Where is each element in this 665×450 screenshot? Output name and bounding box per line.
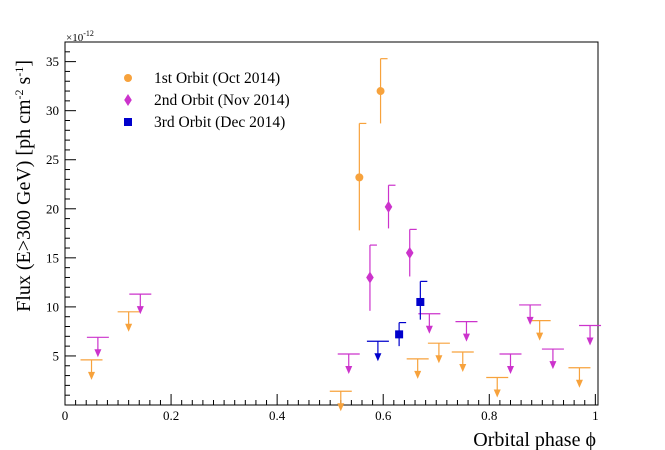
y-tick-label: 15: [46, 250, 59, 265]
upper-limit-arrow: [136, 306, 144, 315]
legend-entry: 3rd Orbit (Dec 2014): [124, 114, 285, 131]
upper-limit-arrow: [506, 365, 514, 374]
legend: 1st Orbit (Oct 2014) 2nd Orbit (Nov 2014)…: [124, 70, 290, 131]
legend-label: 2nd Orbit (Nov 2014): [154, 92, 290, 109]
upper-limit-arrow: [94, 349, 102, 358]
upper-limit-arrow: [425, 325, 433, 334]
upper-limit-arrow: [575, 379, 583, 388]
legend-label: 3rd Orbit (Dec 2014): [154, 114, 285, 131]
y-axis-title: Flux (E>300 GeV) [ph cm-2 s-1]: [12, 60, 35, 312]
upper-limit-arrow: [462, 333, 470, 342]
plot-frame: [64, 41, 599, 406]
legend-entry: 1st Orbit (Oct 2014): [124, 70, 280, 87]
y-axis-multiplier: ×10-12: [66, 29, 94, 44]
data-point: [355, 173, 364, 182]
x-tick-label: 0.2: [163, 408, 179, 423]
legend-marker: [124, 74, 132, 82]
legend-entry: 2nd Orbit (Nov 2014): [124, 92, 290, 109]
upper-limit-arrow: [345, 365, 353, 374]
y-tick-label: 35: [46, 54, 59, 69]
legend-label: 1st Orbit (Oct 2014): [154, 70, 280, 87]
data-point: [384, 200, 393, 213]
upper-limit-arrow: [414, 370, 422, 379]
upper-limit-arrow: [536, 332, 544, 341]
upper-limit-arrow: [526, 316, 534, 325]
y-tick-label: 10: [46, 299, 59, 314]
data-point: [405, 246, 414, 259]
x-tick-label: 0.8: [481, 408, 497, 423]
data-point: [416, 297, 425, 306]
upper-limit-arrow: [586, 337, 594, 346]
upper-limit-arrow: [459, 364, 467, 373]
y-tick-label: 30: [46, 103, 59, 118]
upper-limit-arrow: [549, 361, 557, 370]
data-point: [395, 330, 404, 339]
plot-frame-rect: [64, 41, 599, 406]
data-point: [376, 87, 385, 96]
upper-limit-arrow: [374, 353, 382, 362]
legend-marker: [124, 118, 132, 126]
x-tick-label: 0.4: [269, 408, 286, 423]
y-tick-label: 5: [53, 348, 60, 363]
legend-marker: [124, 94, 132, 106]
x-tick-label: 0: [62, 408, 69, 423]
data-marks: [80, 58, 602, 412]
upper-limit-arrow: [435, 355, 443, 364]
upper-limit-arrow: [125, 323, 133, 332]
series-2: [86, 184, 602, 374]
y-tick-label: 25: [46, 152, 59, 167]
upper-limit-arrow: [337, 403, 345, 412]
series-3: [366, 280, 428, 362]
upper-limit-arrow: [493, 389, 501, 398]
series-1: [80, 58, 591, 412]
axis-ticks: [64, 41, 596, 405]
x-tick-label: 1: [592, 408, 599, 423]
y-tick-label: 20: [46, 201, 59, 216]
x-tick-label: 0.6: [375, 408, 392, 423]
data-point: [366, 271, 374, 284]
x-axis-title: Orbital phase ϕ: [473, 429, 596, 450]
upper-limit-arrow: [88, 371, 96, 380]
